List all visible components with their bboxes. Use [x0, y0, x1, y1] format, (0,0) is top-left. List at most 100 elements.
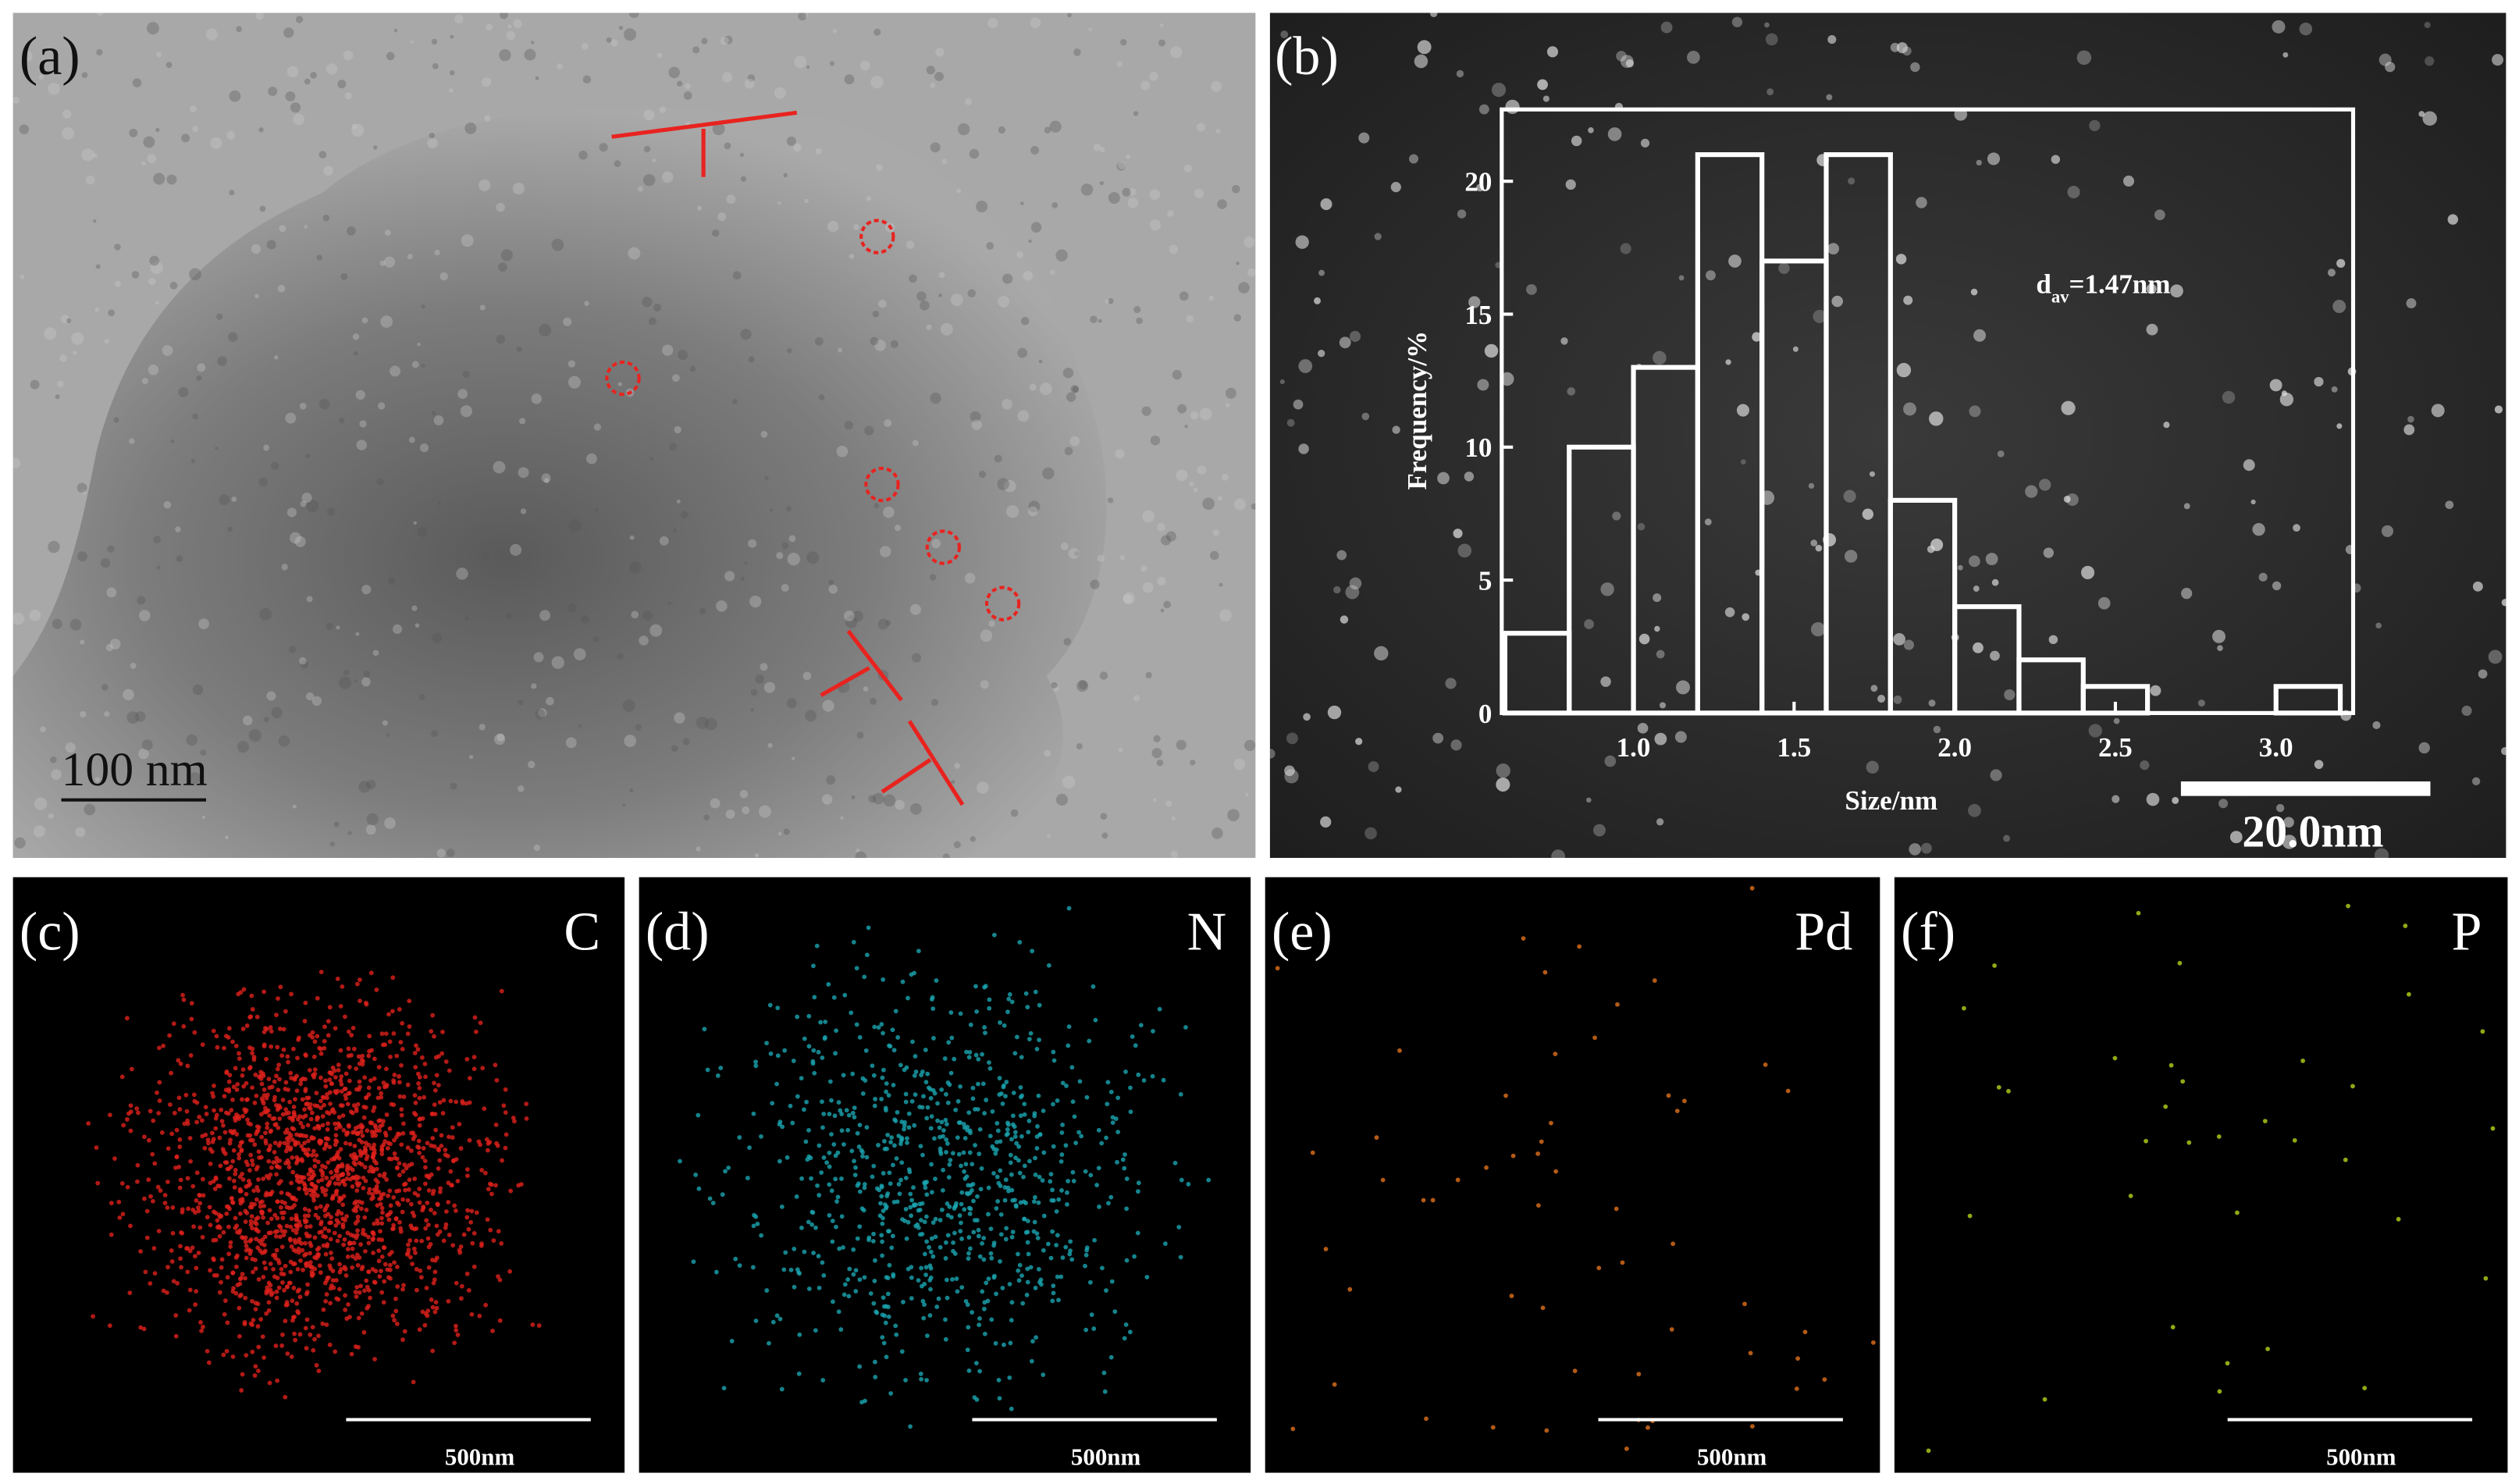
eds-dot	[854, 966, 859, 971]
texture-dot	[978, 471, 987, 479]
texture-dot	[774, 87, 786, 99]
eds-dot	[333, 1181, 338, 1186]
eds-dot	[185, 1176, 190, 1181]
eds-dot	[272, 1123, 278, 1127]
eds-dot	[375, 1203, 380, 1208]
eds-dot	[880, 1239, 884, 1244]
texture-dot	[333, 821, 340, 827]
texture-dot	[685, 83, 691, 90]
eds-dot	[1004, 1132, 1009, 1137]
texture-dot	[200, 749, 207, 756]
eds-dot	[881, 1215, 885, 1221]
eds-dot	[966, 1235, 972, 1240]
eds-dot	[1802, 1329, 1808, 1335]
texture-dot	[1099, 180, 1105, 186]
eds-dot	[454, 1323, 458, 1329]
eds-dot	[1084, 1245, 1090, 1251]
eds-dot	[438, 1186, 443, 1191]
eds-dot	[407, 1238, 413, 1243]
eds-dot	[318, 1204, 323, 1209]
eds-dot	[995, 1128, 1001, 1133]
texture-dot	[671, 745, 678, 753]
particle	[1584, 619, 1594, 629]
eds-dot	[382, 1042, 388, 1048]
particle	[1320, 816, 1332, 828]
particle	[1725, 359, 1731, 365]
eds-dot	[368, 1146, 374, 1151]
eds-dot	[289, 1244, 294, 1249]
eds-dot	[922, 1219, 927, 1225]
eds-dot	[897, 1191, 902, 1197]
eds-dot	[424, 1286, 429, 1290]
eds-dot	[264, 1056, 269, 1062]
eds-dot	[236, 991, 241, 997]
eds-dot	[306, 1172, 311, 1177]
texture-dot	[1193, 488, 1198, 493]
eds-dot	[753, 1059, 758, 1065]
texture-dot	[344, 92, 352, 100]
eds-dot	[314, 1153, 319, 1158]
eds-dot	[240, 1097, 244, 1102]
particle	[2272, 20, 2286, 34]
texture-dot	[941, 158, 947, 164]
eds-dot	[177, 1144, 183, 1149]
texture-dot	[1151, 748, 1162, 759]
eds-dot	[185, 1246, 190, 1251]
eds-dot	[900, 979, 905, 984]
eds-dot	[1041, 1372, 1046, 1378]
eds-dot	[282, 1141, 287, 1146]
texture-dot	[755, 674, 765, 684]
texture-dot	[336, 625, 340, 630]
eds-dot	[984, 1280, 989, 1286]
eds-dot	[1275, 966, 1280, 971]
eds-dot	[197, 1201, 203, 1206]
eds-dot	[343, 1141, 348, 1146]
eds-dot	[297, 1174, 303, 1180]
eds-dot	[447, 1233, 452, 1237]
eds-dot	[965, 1127, 970, 1133]
eds-dot	[941, 1133, 945, 1139]
eds-dot	[334, 1126, 339, 1131]
texture-dot	[366, 779, 376, 789]
eds-dot	[387, 1126, 393, 1131]
eds-dot	[196, 1208, 201, 1214]
eds-dot	[258, 1112, 264, 1117]
texture-dot	[380, 315, 393, 328]
eds-dot	[820, 1099, 824, 1105]
eds-dot	[333, 1133, 339, 1138]
eds-dot	[155, 1184, 161, 1190]
eds-dot	[1033, 1173, 1038, 1177]
eds-dot	[935, 1118, 940, 1123]
texture-dot	[1074, 550, 1080, 557]
eds-dot	[365, 1154, 370, 1159]
texture-dot	[390, 365, 401, 377]
eds-dot	[1037, 1132, 1043, 1137]
eds-dot	[263, 1130, 268, 1136]
eds-dot	[919, 1376, 924, 1382]
eds-dot	[971, 1230, 977, 1235]
texture-dot	[863, 686, 869, 692]
eds-dot	[264, 1311, 269, 1316]
eds-dot	[412, 1176, 418, 1181]
eds-dot	[165, 1146, 171, 1151]
texture-dot	[1038, 359, 1043, 364]
texture-dot	[251, 244, 262, 254]
eds-dot	[945, 1201, 950, 1206]
eds-dot	[933, 1216, 938, 1222]
texture-dot	[1016, 251, 1023, 258]
eds-dot	[870, 1063, 875, 1069]
particle	[2492, 54, 2504, 66]
eds-dot	[1742, 1301, 1747, 1307]
eds-dot	[950, 1277, 955, 1282]
texture-dot	[1030, 222, 1042, 233]
eds-dot	[303, 1240, 308, 1246]
eds-dot	[323, 1234, 329, 1240]
eds-dot	[191, 1092, 197, 1098]
texture-dot	[873, 28, 881, 36]
particle	[1361, 412, 1370, 421]
texture-dot	[1010, 809, 1019, 817]
texture-dot	[1172, 369, 1183, 380]
eds-dot	[418, 1268, 423, 1273]
eds-dot	[860, 1154, 865, 1159]
eds-dot	[279, 1266, 284, 1272]
